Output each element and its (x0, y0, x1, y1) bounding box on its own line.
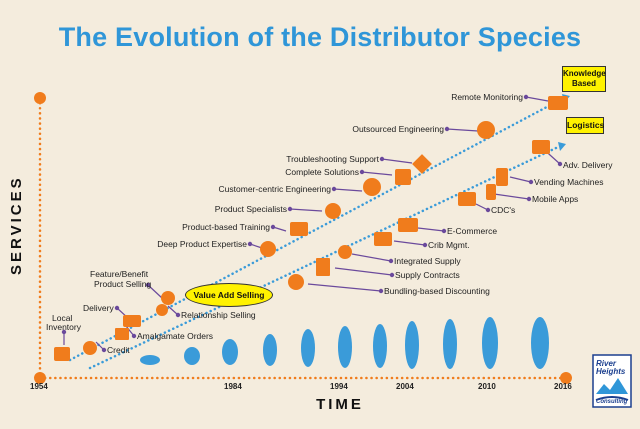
figure-11 (531, 317, 549, 369)
value-add-selling-callout: Value Add Selling (185, 283, 273, 307)
figure-9 (443, 319, 457, 369)
mobile-icon (486, 184, 496, 200)
integrated-supply-icon (338, 245, 352, 259)
crib-icon (374, 232, 392, 246)
label-relationship-selling: Relationship Selling (181, 310, 256, 320)
inventory-icon (54, 347, 70, 361)
label-local: Local (52, 313, 73, 323)
amalgamate-icon (115, 328, 129, 340)
gear-icon (363, 178, 381, 196)
x-axis-end-dot (560, 372, 572, 384)
label-feature-benefit: Feature/Benefit (90, 269, 149, 279)
label-complete-solutions: Complete Solutions (285, 167, 359, 177)
training-icon (290, 222, 308, 236)
x-axis-label: TIME (316, 396, 364, 413)
delivery-truck-icon (123, 315, 141, 327)
relationship-icon (156, 304, 168, 316)
label-mobile-apps: Mobile Apps (532, 194, 579, 204)
specialists-icon (325, 203, 341, 219)
label-amalgamate-orders: Amalgamate Orders (137, 331, 214, 341)
figure-1 (140, 355, 160, 365)
label-crib-mgmt: Crib Mgmt. (428, 240, 470, 250)
upper-trend-line (68, 98, 562, 362)
lower-trend-arrow (558, 142, 566, 151)
solutions-icon (395, 169, 411, 185)
cdc-icon (458, 192, 476, 206)
label-vending-machines: Vending Machines (534, 177, 604, 187)
label-delivery: Delivery (83, 303, 114, 313)
page-title: The Evolution of the Distributor Species (58, 22, 582, 52)
evolution-silhouettes (140, 317, 549, 369)
logo-line-3: Consulting (596, 399, 628, 405)
label-integrated-supply: Integrated Supply (394, 256, 461, 266)
label-e-commerce: E-Commerce (447, 226, 498, 236)
label-bundling-based-discounting: Bundling-based Discounting (384, 286, 490, 296)
ecommerce-icon (398, 218, 418, 232)
year-label: 1954 (30, 382, 48, 391)
label-supply-contracts: Supply Contracts (395, 270, 460, 280)
monitor-icon (548, 96, 568, 110)
y-axis-label: SERVICES (8, 175, 25, 275)
figure-8 (405, 321, 419, 369)
year-label: 2004 (396, 382, 414, 391)
year-label: 2010 (478, 382, 496, 391)
label-adv-delivery: Adv. Delivery (563, 160, 613, 170)
vending-icon (496, 168, 508, 186)
figure-10 (482, 317, 498, 369)
logistics-callout: Logistics (566, 117, 604, 134)
expertise-icon (260, 241, 276, 257)
upper-icons (54, 96, 568, 361)
label-product-selling: Product Selling (94, 279, 152, 289)
lower-icons (83, 140, 550, 355)
label-outsourced-engineering: Outsourced Engineering (352, 124, 444, 134)
year-label: 2016 (554, 382, 572, 391)
label-credit: Credit (107, 345, 130, 355)
logo-line-1: River (596, 359, 617, 368)
year-label: 1984 (224, 382, 242, 391)
engineering-gear-icon (477, 121, 495, 139)
logo-line-2: Heights (596, 367, 626, 376)
figure-5 (301, 329, 315, 367)
logo-text: River Heights Consulting (596, 360, 628, 406)
label-product-based-training: Product-based Training (182, 222, 270, 232)
figure-2 (184, 347, 200, 365)
label-customer-centric-engineering: Customer-centric Engineering (218, 184, 331, 194)
contract-icon (316, 258, 330, 276)
selling-icon (161, 291, 175, 305)
y-axis-top-dot (34, 92, 46, 104)
label-inventory: Inventory (46, 322, 81, 332)
adv-delivery-icon (532, 140, 550, 154)
discount-icon (288, 274, 304, 290)
label-deep-product-expertise: Deep Product Expertise (157, 239, 247, 249)
label-remote-monitoring: Remote Monitoring (451, 92, 523, 102)
tools-icon (412, 154, 432, 174)
figure-6 (338, 326, 352, 368)
figure-3 (222, 339, 238, 365)
year-label: 1994 (330, 382, 348, 391)
figure-7 (373, 324, 387, 368)
label-product-specialists: Product Specialists (214, 204, 287, 214)
knowledge-based-callout: Knowledge Based (562, 66, 606, 92)
label-troubleshooting-support: Troubleshooting Support (286, 154, 379, 164)
figure-4 (263, 334, 277, 366)
origin-dot (34, 372, 46, 384)
credit-icon (83, 341, 97, 355)
company-logo (592, 354, 632, 408)
label-cdcs: CDC's (491, 205, 516, 215)
